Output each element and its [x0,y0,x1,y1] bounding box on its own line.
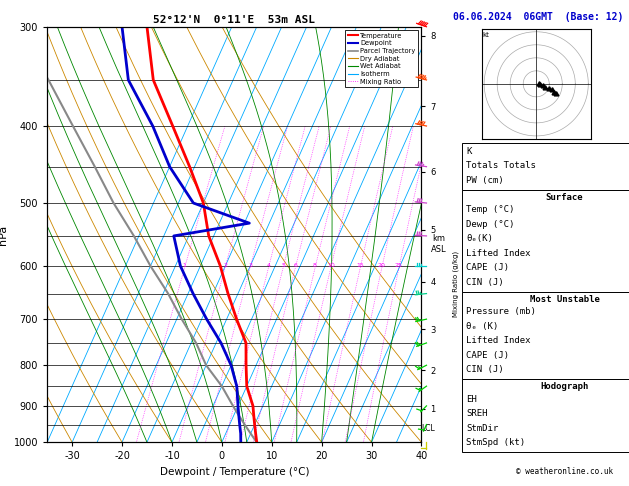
Text: CAPE (J): CAPE (J) [466,351,509,360]
Y-axis label: hPa: hPa [0,225,8,244]
Text: LCL: LCL [421,424,435,433]
Text: CIN (J): CIN (J) [466,278,504,287]
Text: Lifted Index: Lifted Index [466,336,531,346]
Text: 3: 3 [248,263,252,268]
Text: Dewp (°C): Dewp (°C) [466,220,515,229]
Text: Mixing Ratio (g/kg): Mixing Ratio (g/kg) [453,251,459,317]
Text: StmSpd (kt): StmSpd (kt) [466,438,525,448]
Text: Totals Totals: Totals Totals [466,161,536,171]
Text: Hodograph: Hodograph [540,382,589,392]
X-axis label: Dewpoint / Temperature (°C): Dewpoint / Temperature (°C) [160,467,309,477]
Text: θₑ(K): θₑ(K) [466,234,493,243]
Text: θₑ (K): θₑ (K) [466,322,498,331]
Text: 06.06.2024  06GMT  (Base: 12): 06.06.2024 06GMT (Base: 12) [453,12,623,22]
Text: Most Unstable: Most Unstable [530,295,599,304]
Text: PW (cm): PW (cm) [466,176,504,185]
Text: 4: 4 [267,263,270,268]
Text: 5: 5 [281,263,285,268]
Text: Temp (°C): Temp (°C) [466,205,515,214]
Text: 1: 1 [182,263,187,268]
Text: kt: kt [483,32,490,38]
Title: 52°12'N  0°11'E  53m ASL: 52°12'N 0°11'E 53m ASL [153,15,315,25]
Text: Surface: Surface [546,193,583,202]
Text: 25: 25 [395,263,403,268]
Text: StmDir: StmDir [466,424,498,433]
Text: Pressure (mb): Pressure (mb) [466,307,536,316]
Text: 10: 10 [327,263,335,268]
Text: CAPE (J): CAPE (J) [466,263,509,273]
Text: © weatheronline.co.uk: © weatheronline.co.uk [516,467,613,476]
Text: 6: 6 [293,263,298,268]
Text: Lifted Index: Lifted Index [466,249,531,258]
Text: CIN (J): CIN (J) [466,365,504,375]
Text: 8: 8 [313,263,317,268]
Text: 15: 15 [357,263,364,268]
Y-axis label: km
ASL: km ASL [431,235,447,254]
Text: 2: 2 [223,263,227,268]
Text: SREH: SREH [466,409,487,418]
Text: EH: EH [466,395,477,404]
Text: K: K [466,147,472,156]
Text: 20: 20 [378,263,386,268]
Legend: Temperature, Dewpoint, Parcel Trajectory, Dry Adiabat, Wet Adiabat, Isotherm, Mi: Temperature, Dewpoint, Parcel Trajectory… [345,30,418,87]
